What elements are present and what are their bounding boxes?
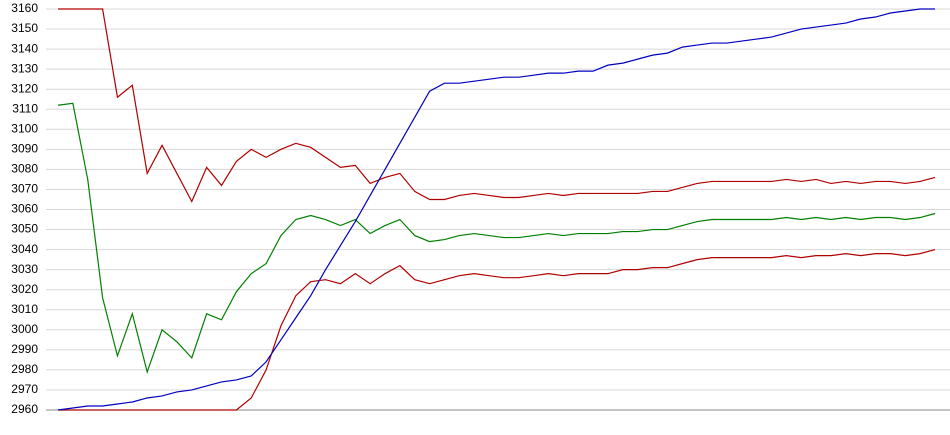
y-tick-label: 3090	[11, 142, 38, 156]
y-tick-label: 3070	[11, 182, 38, 196]
series-line	[57, 8, 935, 411]
y-tick-label: 3010	[11, 302, 38, 316]
y-tick-label: 3100	[11, 121, 38, 135]
y-tick-label: 3160	[11, 1, 38, 15]
y-tick-label: 3080	[11, 162, 38, 176]
y-tick-label: 3040	[11, 242, 38, 256]
y-tick-label: 3130	[11, 61, 38, 75]
series-line	[58, 249, 936, 411]
y-tick-label: 3030	[11, 262, 38, 276]
y-tick-label: 2980	[11, 362, 38, 376]
y-tick-label: 3000	[11, 322, 38, 336]
y-tick-label: 2970	[11, 382, 38, 396]
y-tick-label: 2990	[11, 342, 38, 356]
y-tick-label: 3140	[11, 41, 38, 55]
y-tick-label: 3150	[11, 21, 38, 35]
y-tick-label: 3060	[11, 202, 38, 216]
y-tick-label: 3020	[11, 282, 38, 296]
y-tick-label: 2960	[11, 402, 38, 416]
series-line	[58, 8, 936, 203]
y-tick-label: 3050	[11, 222, 38, 236]
y-tick-label: 3120	[11, 81, 38, 95]
series-line	[57, 102, 936, 374]
y-tick-label: 3110	[12, 101, 38, 115]
